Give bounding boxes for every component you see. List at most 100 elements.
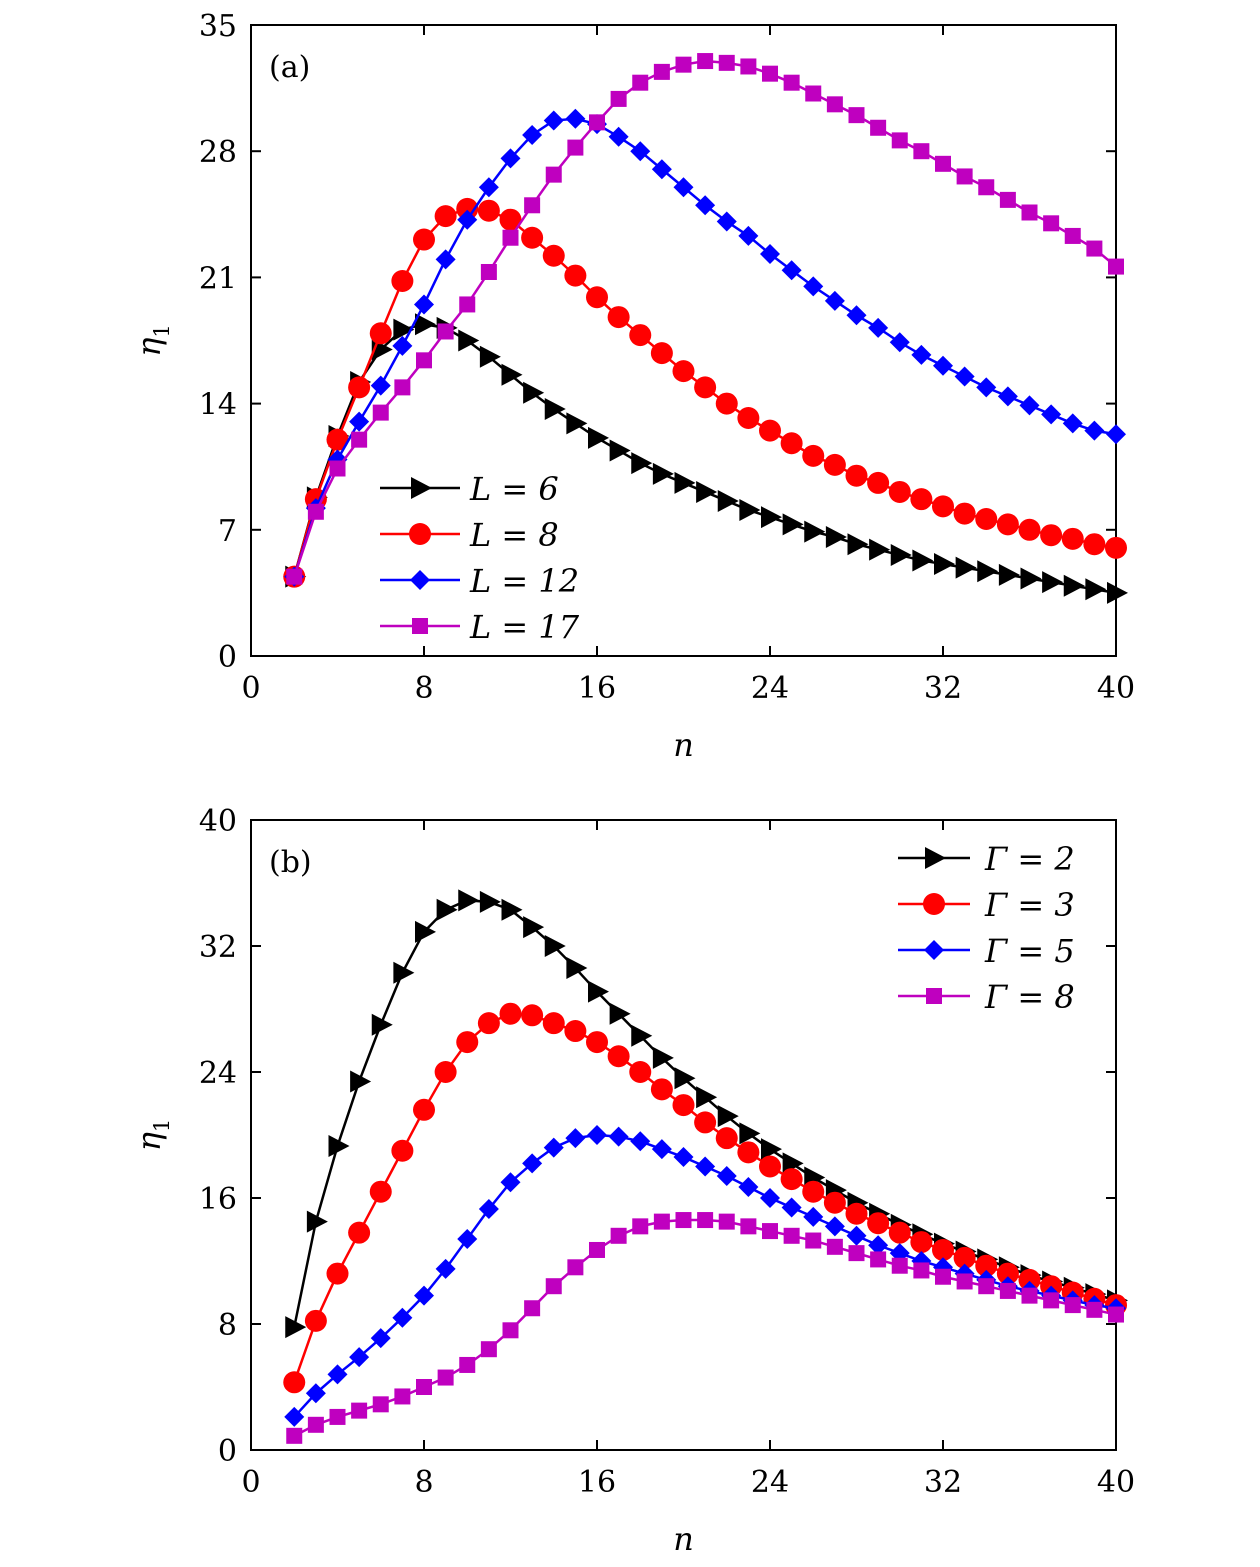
- data-point: [911, 344, 932, 365]
- data-point: [326, 1262, 349, 1285]
- data-point: [762, 1223, 778, 1240]
- data-point: [978, 179, 995, 196]
- data-point: [543, 1137, 564, 1158]
- y-tick-label: 8: [218, 1308, 237, 1343]
- data-point: [372, 1396, 389, 1413]
- data-point: [457, 1228, 478, 1249]
- data-point: [697, 1212, 714, 1229]
- data-point: [888, 480, 911, 503]
- data-point: [651, 1139, 672, 1160]
- data-point: [913, 143, 930, 160]
- data-point: [759, 1155, 781, 1178]
- data-point: [760, 1188, 780, 1208]
- data-point: [350, 1070, 372, 1093]
- data-point: [826, 1238, 843, 1255]
- data-point: [847, 533, 869, 556]
- data-point: [351, 431, 368, 448]
- y-axis-label: η1: [130, 324, 174, 357]
- data-point: [910, 488, 933, 511]
- y-tick-label: 24: [199, 1056, 237, 1091]
- x-tick-label: 40: [1097, 1465, 1135, 1500]
- data-point: [1043, 1292, 1060, 1309]
- series-17: [286, 53, 1124, 585]
- data-point: [524, 1300, 541, 1317]
- data-point: [869, 538, 891, 561]
- x-tick-label: 16: [578, 1465, 616, 1500]
- data-point: [737, 1141, 760, 1164]
- data-point: [413, 228, 435, 251]
- data-point: [349, 1347, 370, 1368]
- data-point: [932, 1238, 954, 1261]
- data-point: [499, 1002, 522, 1025]
- data-point: [1021, 1287, 1038, 1304]
- data-point: [523, 381, 545, 404]
- legend-label: L = 12: [469, 562, 579, 600]
- data-point: [304, 1309, 327, 1332]
- data-point: [935, 155, 951, 172]
- data-point: [502, 229, 519, 246]
- data-point: [804, 520, 826, 543]
- data-point: [457, 209, 478, 230]
- data-point: [718, 54, 735, 71]
- data-point: [737, 407, 760, 430]
- data-point: [935, 1268, 951, 1285]
- y-tick-label: 7: [218, 514, 237, 549]
- data-point: [479, 345, 501, 368]
- data-point: [782, 513, 804, 536]
- legend-marker: [924, 940, 944, 960]
- data-point: [478, 177, 499, 198]
- data-point: [652, 1046, 674, 1069]
- y-tick-label: 16: [199, 1182, 237, 1217]
- y-tick-label: 40: [199, 804, 237, 839]
- x-axis-label: n: [673, 726, 694, 764]
- data-point: [434, 1061, 457, 1083]
- data-point: [348, 376, 371, 399]
- data-point: [783, 1227, 800, 1244]
- data-point: [608, 1126, 629, 1147]
- data-point: [956, 1273, 973, 1290]
- data-point: [328, 1135, 350, 1158]
- data-point: [500, 1172, 521, 1193]
- data-point: [369, 1180, 392, 1203]
- series-6: [285, 313, 1128, 604]
- data-point: [780, 1168, 803, 1191]
- data-point: [825, 526, 847, 549]
- data-point: [564, 264, 587, 287]
- legend-marker: [925, 847, 946, 869]
- x-tick-label: 8: [414, 1465, 433, 1500]
- data-point: [910, 1231, 933, 1254]
- data-point: [372, 404, 389, 421]
- data-point: [1108, 258, 1124, 275]
- data-point: [435, 249, 456, 270]
- legend-marker: [409, 523, 431, 545]
- data-point: [566, 957, 588, 980]
- data-point: [824, 1216, 845, 1237]
- data-point: [1063, 574, 1085, 597]
- data-point: [459, 296, 476, 313]
- data-point: [329, 1408, 346, 1425]
- y-tick-label: 32: [199, 930, 237, 965]
- panel-label: (a): [269, 50, 310, 85]
- data-point: [502, 1322, 519, 1339]
- legend-label: Γ = 2: [984, 840, 1075, 878]
- x-tick-label: 0: [241, 671, 260, 706]
- data-point: [588, 426, 609, 449]
- data-point: [826, 96, 843, 113]
- data-point: [996, 1262, 1019, 1285]
- data-point: [608, 126, 629, 147]
- data-point: [589, 114, 605, 131]
- legend-marker: [926, 988, 942, 1004]
- data-point: [1105, 536, 1127, 559]
- data-point: [394, 379, 411, 396]
- data-point: [868, 317, 889, 338]
- data-point: [456, 1031, 479, 1054]
- data-point: [285, 1316, 307, 1339]
- data-point: [956, 168, 973, 185]
- x-tick-label: 32: [924, 1465, 962, 1500]
- data-point: [565, 1128, 586, 1149]
- data-point: [307, 503, 324, 520]
- legend-marker: [411, 477, 432, 499]
- data-point: [307, 1416, 324, 1433]
- data-point: [391, 270, 414, 293]
- y-tick-label: 35: [199, 9, 237, 44]
